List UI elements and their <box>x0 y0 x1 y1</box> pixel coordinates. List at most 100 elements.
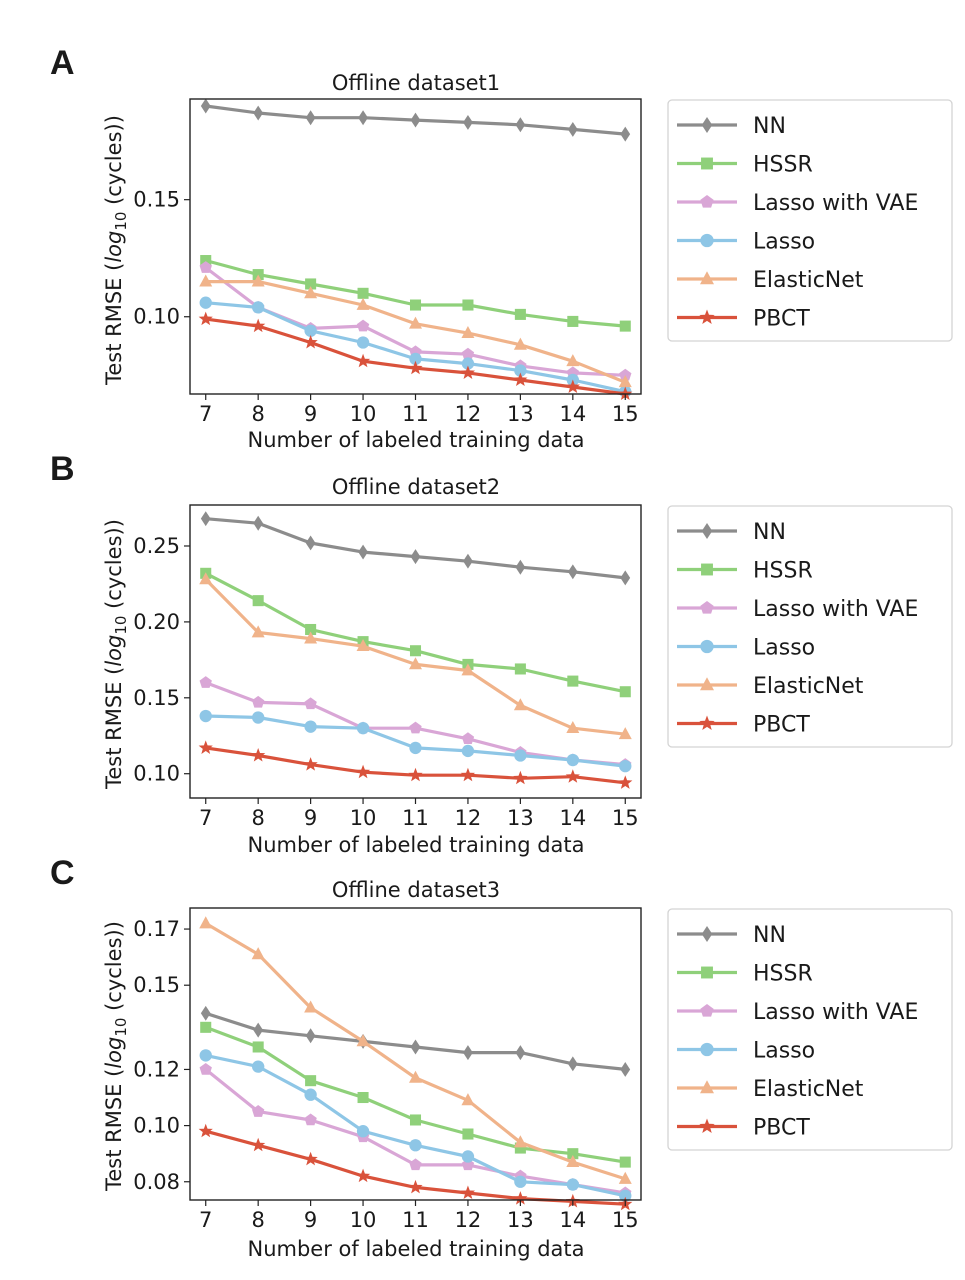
panel-b-x-tick-label-7: 7 <box>199 806 212 830</box>
panel-a-point-hssr-10 <box>357 287 369 299</box>
panel-c-point-nn-14 <box>567 1056 578 1072</box>
panel-c-point-hssr-14 <box>567 1148 579 1160</box>
panel-b-legend-marker-lasso <box>700 639 714 654</box>
panel-a-y-tick-label-0: 0.10 <box>133 305 180 329</box>
panel-b-point-pbct-11 <box>408 767 423 782</box>
panel-b-point-pbct-13 <box>513 770 528 785</box>
panel-b-point-lasso-with-vae-11 <box>409 721 422 734</box>
panel-b-point-lasso-11 <box>409 741 422 755</box>
panel-b-point-lasso-with-vae-12 <box>461 732 475 745</box>
panel-c-legend-marker-hssr <box>701 966 713 979</box>
panel-c-point-pbct-11 <box>408 1179 423 1194</box>
panel-letter-b: B <box>50 450 75 488</box>
panel-b-point-lasso-with-vae-9 <box>304 697 317 710</box>
panel-a-legend-marker-nn <box>701 116 713 134</box>
panel-b-x-tick-label-11: 11 <box>402 806 429 830</box>
panel-a-point-hssr-12 <box>462 299 474 311</box>
panel-b-legend-box <box>667 505 953 748</box>
panel-c-point-hssr-9 <box>305 1075 317 1087</box>
panel-a-legend-label-elasticnet: ElasticNet <box>753 268 864 293</box>
panel-a-point-nn-15 <box>620 126 631 142</box>
panel-b-x-tick-label-12: 12 <box>455 806 482 830</box>
panel-b-point-lasso-10 <box>356 721 370 735</box>
panel-b-legend-marker-pbct <box>699 715 715 731</box>
panel-a-point-hssr-9 <box>305 278 317 290</box>
panel-c-point-pbct-10 <box>355 1168 371 1183</box>
panel-b-point-nn-11 <box>410 549 421 565</box>
panel-a-point-pbct-12 <box>460 365 476 379</box>
panel-b-point-lasso-with-vae-8 <box>251 695 265 708</box>
panel-c-y-tick-label-2: 0.12 <box>133 1057 180 1081</box>
panel-b-legend-marker-elasticnet <box>700 677 714 691</box>
panel-a-legend-marker-hssr <box>701 157 713 170</box>
panel-c-plot-area: 7 8 9 10 11 12 13 14 15 0.08 0.10 0.12 0.15 0.17 <box>133 907 642 1232</box>
panel-b-legend-label-pbct: PBCT <box>753 713 810 738</box>
panel-a-point-elasticnet-11 <box>409 316 422 329</box>
panel-a-point-lasso-8 <box>251 301 265 314</box>
panel-a-point-nn-9 <box>305 110 316 126</box>
panel-c-title: Offline dataset3 <box>332 878 500 902</box>
panel-c-y-tick-label-1: 0.10 <box>133 1114 180 1138</box>
panel-a-legend-label-lasso-with-vae: Lasso with VAE <box>753 191 918 216</box>
panel-a-point-elasticnet-14 <box>566 354 580 367</box>
panel-b-point-nn-9 <box>305 535 316 551</box>
panel-a-legend-label-pbct: PBCT <box>753 307 810 332</box>
panel-b-x-tick-label-10: 10 <box>350 806 377 830</box>
panel-c-legend-label-pbct: PBCT <box>753 1116 810 1141</box>
panel-a-point-elasticnet-13 <box>513 337 527 350</box>
panel-a-point-nn-14 <box>567 121 578 137</box>
panel-a-point-pbct-13 <box>513 372 528 386</box>
panel-a-point-hssr-14 <box>567 315 579 327</box>
panel-b-x-tick-label-14: 14 <box>559 806 586 830</box>
panel-a-point-pbct-11 <box>408 360 423 375</box>
panel-letter-a: A <box>50 44 75 82</box>
panel-c-point-nn-15 <box>620 1061 631 1077</box>
panel-a-x-tick-label-15: 15 <box>612 402 639 426</box>
panel-c-x-tick-label-15: 15 <box>612 1208 639 1232</box>
panel-b-point-elasticnet-7 <box>199 572 213 585</box>
panel-a-legend-label-nn: NN <box>753 114 786 139</box>
panel-c-legend-label-elasticnet: ElasticNet <box>753 1077 864 1102</box>
panel-a-x-axis-label: Number of labeled training data <box>248 428 585 452</box>
panel-c-legend-marker-elasticnet <box>700 1080 714 1094</box>
panel-b-legend-label-hssr: HSSR <box>753 559 813 584</box>
panel-a-point-nn-12 <box>463 114 473 130</box>
panel-a-point-nn-8 <box>253 105 264 121</box>
panel-a-point-elasticnet-8 <box>251 274 265 287</box>
panel-c-x-tick-label-9: 9 <box>304 1208 317 1232</box>
panel-a-x-tick-label-12: 12 <box>455 402 482 426</box>
panel-b-point-nn-15 <box>620 570 631 586</box>
panel-b-point-elasticnet-10 <box>356 639 370 652</box>
panel-b-legend-label-nn: NN <box>753 520 786 545</box>
panel-b-legend-marker-hssr <box>701 563 713 576</box>
panel-c-x-tick-label-13: 13 <box>507 1208 534 1232</box>
panel-c-x-tick-label-12: 12 <box>455 1208 482 1232</box>
panel-b-point-lasso-9 <box>304 720 317 733</box>
panel-b-title: Offline dataset2 <box>332 475 500 499</box>
panel-a-point-lasso-with-vae-15 <box>619 368 632 381</box>
panel-b-point-nn-7 <box>200 511 211 527</box>
panel-a-x-tick-label-10: 10 <box>350 402 377 426</box>
panel-a-x-tick-label-13: 13 <box>507 402 534 426</box>
panel-c-point-nn-13 <box>515 1045 526 1061</box>
panel-b-point-nn-8 <box>253 515 264 531</box>
panel-b-point-hssr-9 <box>305 623 317 636</box>
panel-c-x-axis-label: Number of labeled training data <box>248 1237 585 1261</box>
panel-c-point-hssr-8 <box>252 1041 264 1053</box>
panel-a-point-hssr-15 <box>619 320 631 332</box>
panel-b-point-lasso-8 <box>251 711 265 724</box>
panel-b: B Offline dataset2 7 8 9 10 11 12 13 14 15 0.10 0.… <box>50 450 953 857</box>
panel-c-point-pbct-9 <box>303 1151 318 1166</box>
panel-c-point-lasso-with-vae-11 <box>409 1158 422 1171</box>
panel-c-point-pbct-7 <box>198 1123 213 1138</box>
panel-a-x-tick-label-9: 9 <box>304 402 317 426</box>
panel-a-point-elasticnet-10 <box>356 297 370 310</box>
panel-c-legend-box <box>667 908 953 1151</box>
panel-a-x-tick-label-7: 7 <box>199 402 212 426</box>
panel-a-point-lasso-12 <box>461 357 475 370</box>
panel-a-legend-marker-elasticnet <box>700 271 714 285</box>
panel-a-point-nn-13 <box>515 117 526 133</box>
panel-c-point-elasticnet-9 <box>304 1000 318 1013</box>
panel-c-point-lasso-9 <box>304 1088 317 1101</box>
panel-a-point-lasso-with-vae-10 <box>356 319 370 332</box>
